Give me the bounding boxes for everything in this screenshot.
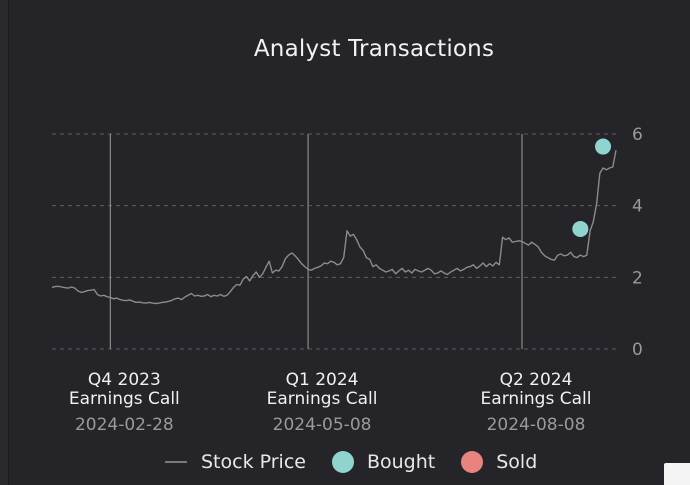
legend-label: Bought [366,451,436,473]
event-date-label: 2024-08-08 [487,415,586,435]
event-name-label: Earnings Call [69,389,180,409]
legend-item-sold[interactable]: Sold [461,451,537,473]
bought-marker [572,220,589,237]
event-quarter-label: Q2 2024 [500,370,573,390]
event-name-label: Earnings Call [267,389,378,409]
legend-label: Stock Price [201,451,306,473]
chart-panel: Analyst Transactions [8,0,690,485]
legend-label: Sold [496,451,538,473]
event-quarter-label: Q1 2024 [286,370,359,390]
legend-swatch [165,461,187,463]
event-date-label: 2024-05-08 [273,415,372,435]
event-name-label: Earnings Call [481,389,592,409]
y-tick-label: 0 [632,340,643,360]
chart-title: Analyst Transactions [253,36,495,62]
event-quarter-label: Q4 2023 [88,370,161,390]
legend-swatch [461,451,484,473]
legend-item-bought[interactable]: Bought [331,451,436,473]
event-date-label: 2024-02-28 [75,415,174,435]
y-tick-label: 4 [632,197,643,217]
y-axis: 0 2 4 6 [632,125,643,360]
event-markers [109,134,523,349]
bought-marker [595,138,612,155]
series-layer [51,138,617,305]
y-tick-label: 2 [632,268,643,288]
grid [52,133,620,350]
y-tick-label: 6 [632,125,643,145]
legend: Stock Price Bought Sold [165,448,563,476]
corner-overlay [664,463,690,485]
legend-item-stock-price[interactable]: Stock Price [165,451,306,473]
legend-swatch [331,451,354,473]
stock-price-line [51,149,617,305]
